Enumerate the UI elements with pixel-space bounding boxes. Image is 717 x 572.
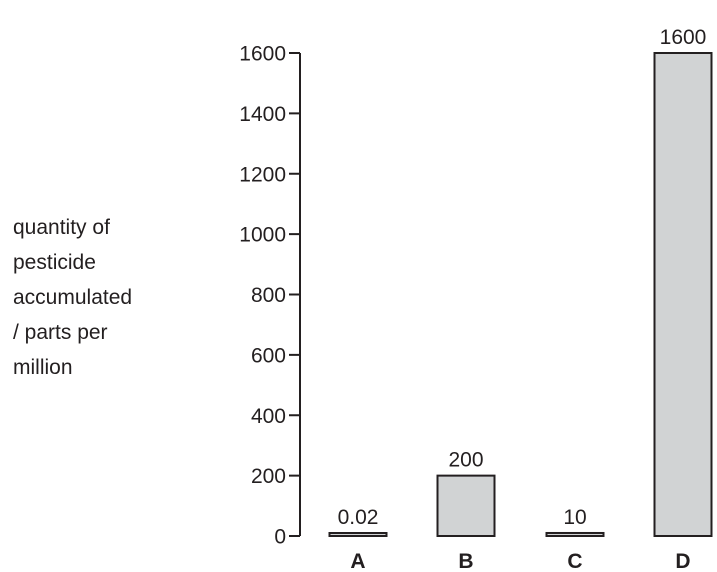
y-tick-label: 600 bbox=[251, 344, 286, 367]
bar-B bbox=[436, 474, 496, 537]
y-tick-label: 1000 bbox=[239, 224, 286, 247]
y-tick-label: 800 bbox=[251, 284, 286, 307]
bars bbox=[328, 52, 713, 538]
y-axis-label-line: / parts per bbox=[13, 321, 108, 344]
y-axis-label: quantity of pesticide accumulated / parts p… bbox=[13, 216, 132, 379]
bar-A bbox=[328, 532, 388, 537]
data-label-A: 0.02 bbox=[338, 506, 379, 529]
x-category-label: C bbox=[567, 550, 582, 572]
data-label-B: 200 bbox=[448, 449, 483, 472]
y-axis-label-line: million bbox=[13, 356, 73, 379]
x-category-label: D bbox=[675, 550, 690, 572]
y-tick-label: 1400 bbox=[239, 103, 286, 126]
data-label-C: 10 bbox=[563, 506, 586, 529]
y-tick-label: 1600 bbox=[239, 43, 286, 66]
x-axis: A B C D bbox=[350, 550, 690, 572]
y-axis: 0 200 400 600 800 1000 1200 1400 1600 bbox=[239, 43, 301, 549]
bar-D bbox=[653, 52, 713, 537]
data-labels: 0.02 200 10 1600 bbox=[338, 26, 707, 529]
bar-C bbox=[545, 531, 605, 538]
y-tick-label: 400 bbox=[251, 405, 286, 428]
y-tick-label: 1200 bbox=[239, 163, 286, 186]
y-axis-label-line: quantity of bbox=[13, 216, 110, 239]
data-label-D: 1600 bbox=[660, 26, 707, 49]
y-tick-label: 0 bbox=[274, 526, 286, 549]
y-axis-label-line: accumulated bbox=[13, 286, 132, 309]
y-tick-label: 200 bbox=[251, 465, 286, 488]
y-axis-label-line: pesticide bbox=[13, 251, 96, 274]
x-category-label: A bbox=[350, 550, 365, 572]
x-category-label: B bbox=[458, 550, 473, 572]
